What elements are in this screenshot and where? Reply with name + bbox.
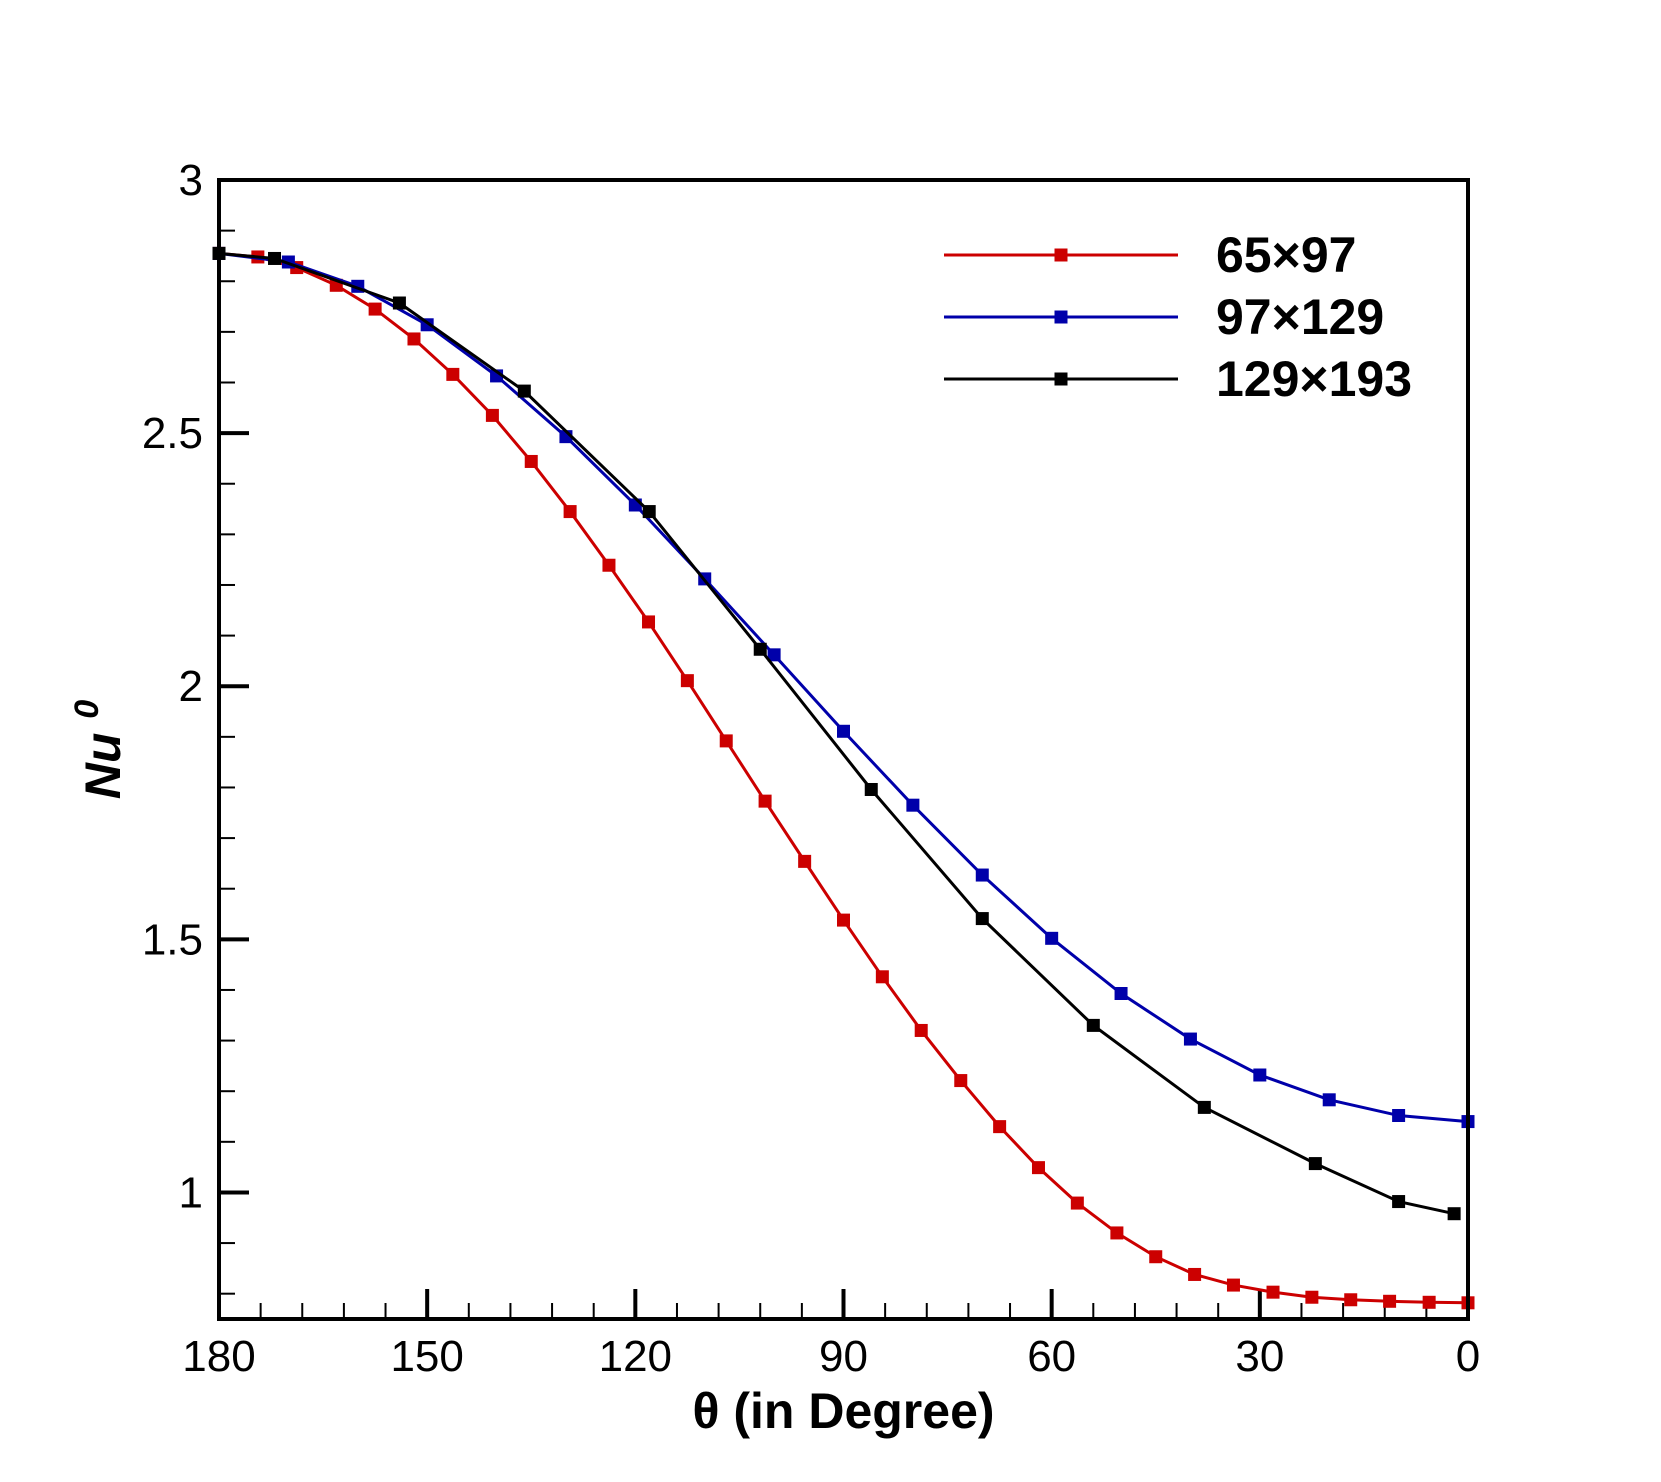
data-point bbox=[485, 408, 499, 422]
data-point bbox=[1149, 1250, 1163, 1264]
data-point bbox=[446, 367, 460, 381]
data-point bbox=[1183, 1032, 1197, 1046]
series-group bbox=[212, 246, 1475, 1310]
data-point bbox=[1322, 1093, 1336, 1107]
x-tick-label: 120 bbox=[599, 1332, 672, 1381]
legend-label: 65×97 bbox=[1216, 227, 1356, 283]
data-point bbox=[268, 251, 282, 265]
y-tick-label: 1 bbox=[179, 1168, 203, 1217]
legend-label: 97×129 bbox=[1216, 289, 1384, 345]
data-point bbox=[1110, 1226, 1124, 1240]
data-point bbox=[1070, 1196, 1084, 1210]
data-point bbox=[1266, 1285, 1280, 1299]
data-point bbox=[680, 674, 694, 688]
data-point bbox=[1392, 1108, 1406, 1122]
data-point bbox=[642, 505, 656, 519]
data-point bbox=[914, 1023, 928, 1037]
legend-item: 97×129 bbox=[944, 289, 1384, 345]
legend-item: 129×193 bbox=[944, 351, 1412, 407]
x-tick-label: 90 bbox=[819, 1332, 868, 1381]
data-point bbox=[1226, 1278, 1240, 1292]
y-axis-title-main: Nu bbox=[75, 733, 131, 800]
x-tick-label: 150 bbox=[390, 1332, 463, 1381]
data-point bbox=[1447, 1207, 1461, 1221]
tick-labels: 180 150 120 90 60 30 0 1 1.5 2 2.5 3 bbox=[142, 156, 1480, 1381]
data-point bbox=[864, 782, 878, 796]
y-tick-label: 2.5 bbox=[142, 409, 203, 458]
data-point bbox=[628, 498, 642, 512]
data-point bbox=[767, 648, 781, 662]
y-axis-title: Nu 0 bbox=[68, 700, 131, 800]
data-point bbox=[1308, 1157, 1322, 1171]
data-point bbox=[392, 296, 406, 310]
series-3 bbox=[212, 246, 1461, 1221]
data-point bbox=[1305, 1290, 1319, 1304]
legend-marker bbox=[1054, 248, 1068, 262]
data-point bbox=[719, 734, 733, 748]
x-tick-label: 180 bbox=[182, 1332, 255, 1381]
data-point bbox=[1045, 931, 1059, 945]
legend-marker bbox=[1054, 372, 1068, 386]
y-tick-label: 3 bbox=[179, 156, 203, 205]
data-point bbox=[954, 1074, 968, 1088]
data-point bbox=[758, 794, 772, 808]
legend-label: 129×193 bbox=[1216, 351, 1412, 407]
data-point bbox=[798, 854, 812, 868]
y-tick-label: 2 bbox=[179, 662, 203, 711]
data-point bbox=[1188, 1267, 1202, 1281]
x-tick-label: 60 bbox=[1027, 1332, 1076, 1381]
data-point bbox=[368, 302, 382, 316]
data-point bbox=[1031, 1161, 1045, 1175]
data-point bbox=[1344, 1293, 1358, 1307]
data-point bbox=[875, 970, 889, 984]
legend-marker bbox=[1054, 310, 1068, 324]
legend-item: 65×97 bbox=[944, 227, 1356, 283]
data-point bbox=[602, 558, 616, 572]
data-point bbox=[1086, 1018, 1100, 1032]
data-point bbox=[517, 384, 531, 398]
data-point bbox=[407, 332, 421, 346]
data-point bbox=[1392, 1195, 1406, 1209]
data-point bbox=[975, 912, 989, 926]
y-tick-label: 1.5 bbox=[142, 915, 203, 964]
data-point bbox=[753, 642, 767, 656]
data-point bbox=[524, 454, 538, 468]
x-axis-title: θ (in Degree) bbox=[692, 1383, 994, 1439]
x-tick-label: 0 bbox=[1456, 1332, 1480, 1381]
data-point bbox=[642, 615, 656, 629]
y-axis-title-superscript: 0 bbox=[68, 700, 106, 719]
data-point bbox=[1114, 986, 1128, 1000]
data-point bbox=[1197, 1100, 1211, 1114]
legend: 65×97 97×129 129×193 bbox=[944, 227, 1412, 407]
data-point bbox=[837, 724, 850, 738]
data-point bbox=[837, 913, 850, 927]
data-point bbox=[1383, 1294, 1397, 1308]
data-point bbox=[1253, 1068, 1267, 1082]
data-point bbox=[1422, 1295, 1436, 1309]
series-1 bbox=[212, 246, 1475, 1310]
plot-frame bbox=[217, 178, 1470, 1321]
data-point bbox=[975, 868, 989, 882]
data-point bbox=[906, 798, 920, 812]
data-point bbox=[993, 1120, 1007, 1134]
data-point bbox=[563, 505, 577, 519]
x-tick-label: 30 bbox=[1235, 1332, 1284, 1381]
y-axis-title-text: Nu 0 bbox=[68, 700, 131, 800]
